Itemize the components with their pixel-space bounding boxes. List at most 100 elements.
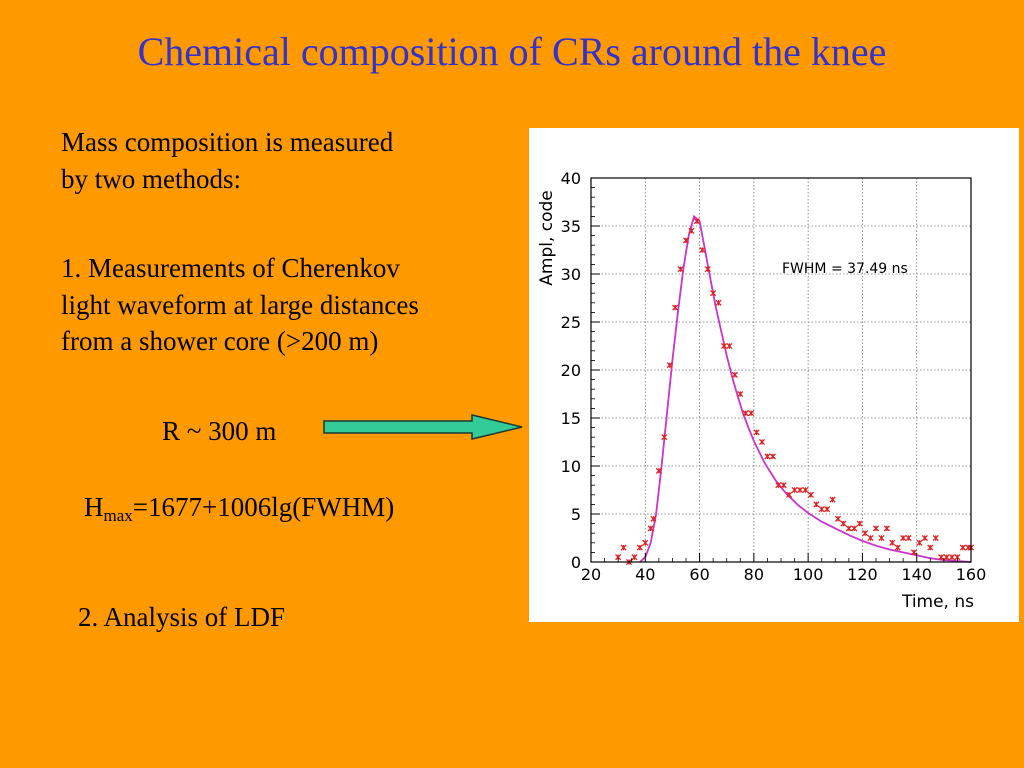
y-tick-label: 35 <box>561 217 581 236</box>
data-point-marker <box>636 544 643 551</box>
x-tick-label: 40 <box>635 565 655 584</box>
x-tick-label: 120 <box>847 565 878 584</box>
data-point-marker <box>688 227 695 234</box>
distance-label: R ~ 300 m <box>162 416 277 446</box>
y-tick-label: 40 <box>561 169 581 188</box>
data-point-marker <box>948 554 956 561</box>
data-point-marker <box>704 266 711 273</box>
data-point-marker <box>780 482 787 489</box>
data-point-marker <box>631 554 638 561</box>
x-tick-label: 140 <box>901 565 932 584</box>
data-point-marker <box>910 549 918 556</box>
data-point-marker <box>672 304 679 311</box>
method-1-line-1: 1. Measurements of Cherenkov <box>61 253 400 283</box>
data-point-marker <box>927 544 934 551</box>
fwhm-annotation: FWHM = 37.49 ns <box>782 261 908 277</box>
data-point-marker <box>867 534 874 542</box>
hmax-formula: Hmax=1677+1006lg(FWHM) <box>84 489 394 526</box>
data-point-marker <box>862 530 869 537</box>
data-points <box>615 218 975 566</box>
data-point-marker <box>769 453 776 460</box>
data-point-marker <box>791 486 798 494</box>
x-tick-label: 60 <box>689 565 709 584</box>
y-tick-label: 15 <box>561 409 581 428</box>
data-point-marker <box>834 515 842 522</box>
data-point-marker <box>710 290 717 297</box>
data-point-marker <box>737 390 744 398</box>
data-point-marker <box>796 486 804 494</box>
data-point-marker <box>883 525 890 532</box>
data-point-marker <box>699 246 706 254</box>
data-point-marker <box>959 544 966 551</box>
data-point-marker <box>647 525 654 532</box>
method-2-text: 2. Analysis of LDF <box>78 602 286 632</box>
slide-title: Chemical composition of CRs around the k… <box>137 29 887 74</box>
data-point-marker <box>682 237 690 244</box>
data-point-marker <box>661 434 668 441</box>
y-tick-label: 25 <box>561 313 581 332</box>
formula-subscript: max <box>103 506 133 525</box>
y-tick-label: 20 <box>561 361 581 380</box>
formula-prefix: H <box>84 492 104 522</box>
data-point-marker <box>720 342 728 350</box>
data-point-marker <box>856 520 863 527</box>
data-point-marker <box>894 544 901 551</box>
data-point-marker <box>872 525 880 532</box>
data-point-marker <box>932 534 939 542</box>
method-1-line-3: from a shower core (>200 m) <box>61 326 379 356</box>
x-tick-label: 80 <box>744 565 764 584</box>
data-point-marker <box>650 515 657 522</box>
data-point-marker <box>748 410 755 417</box>
data-point-marker <box>878 534 885 542</box>
data-point-marker <box>824 506 831 513</box>
y-tick-label: 30 <box>561 265 581 284</box>
intro-line-2: by two methods: <box>61 163 241 194</box>
data-point-marker <box>851 525 858 532</box>
data-point-marker <box>813 501 820 508</box>
data-point-marker <box>715 299 722 306</box>
data-point-marker <box>889 539 896 546</box>
intro-text: Mass composition is measured by two meth… <box>61 124 521 197</box>
waveform-chart-svg: 20 40 60 80 100 120 140 160 0 5 10 15 20 25 30 35 40 FWH… <box>537 169 987 612</box>
x-tick-label: 100 <box>793 565 824 584</box>
formula-expression: =1677+1006lg(FWHM) <box>132 492 395 522</box>
data-point-marker <box>620 544 627 551</box>
data-point-marker <box>916 539 923 546</box>
data-point-marker <box>758 438 766 446</box>
data-point-marker <box>921 534 928 542</box>
y-axis-label: Ampl, code <box>537 190 557 286</box>
data-point-marker <box>666 362 673 369</box>
fit-curve-line <box>639 214 972 563</box>
right-arrow-icon <box>323 414 523 440</box>
data-point-marker <box>726 342 733 350</box>
intro-line-1: Mass composition is measured <box>61 127 394 157</box>
data-point-marker <box>786 491 793 498</box>
axis-ticks: 20 40 60 80 100 120 140 160 0 5 10 15 20 25 30 35 40 <box>561 169 987 584</box>
data-point-marker <box>845 525 852 532</box>
data-point-marker <box>693 218 700 225</box>
data-point-marker <box>807 491 814 498</box>
data-point-marker <box>775 482 782 489</box>
y-tick-label: 5 <box>571 505 581 524</box>
data-point-marker <box>742 410 749 417</box>
waveform-chart: 20 40 60 80 100 120 140 160 0 5 10 15 20 25 30 35 40 FWH… <box>529 128 1019 622</box>
data-point-marker <box>731 371 738 378</box>
x-tick-label: 20 <box>581 565 601 584</box>
data-point-marker <box>943 554 950 561</box>
data-point-marker <box>938 554 945 561</box>
data-point-marker <box>642 539 649 546</box>
data-point-marker <box>829 496 836 503</box>
data-point-marker <box>905 534 912 542</box>
data-point-marker <box>802 486 809 494</box>
x-axis-label: Time, ns <box>901 592 974 612</box>
method-1-line-2: light waveform at large distances <box>61 289 419 320</box>
method-1-text: 1. Measurements of Cherenkov light wavef… <box>61 250 521 360</box>
data-point-marker <box>840 520 847 527</box>
data-point-marker <box>900 534 907 542</box>
chart-grid <box>591 178 971 562</box>
x-tick-label: 160 <box>956 565 987 584</box>
data-point-marker <box>753 429 760 436</box>
data-point-marker <box>764 453 771 460</box>
y-tick-label: 0 <box>571 553 581 572</box>
data-point-marker <box>655 467 662 474</box>
